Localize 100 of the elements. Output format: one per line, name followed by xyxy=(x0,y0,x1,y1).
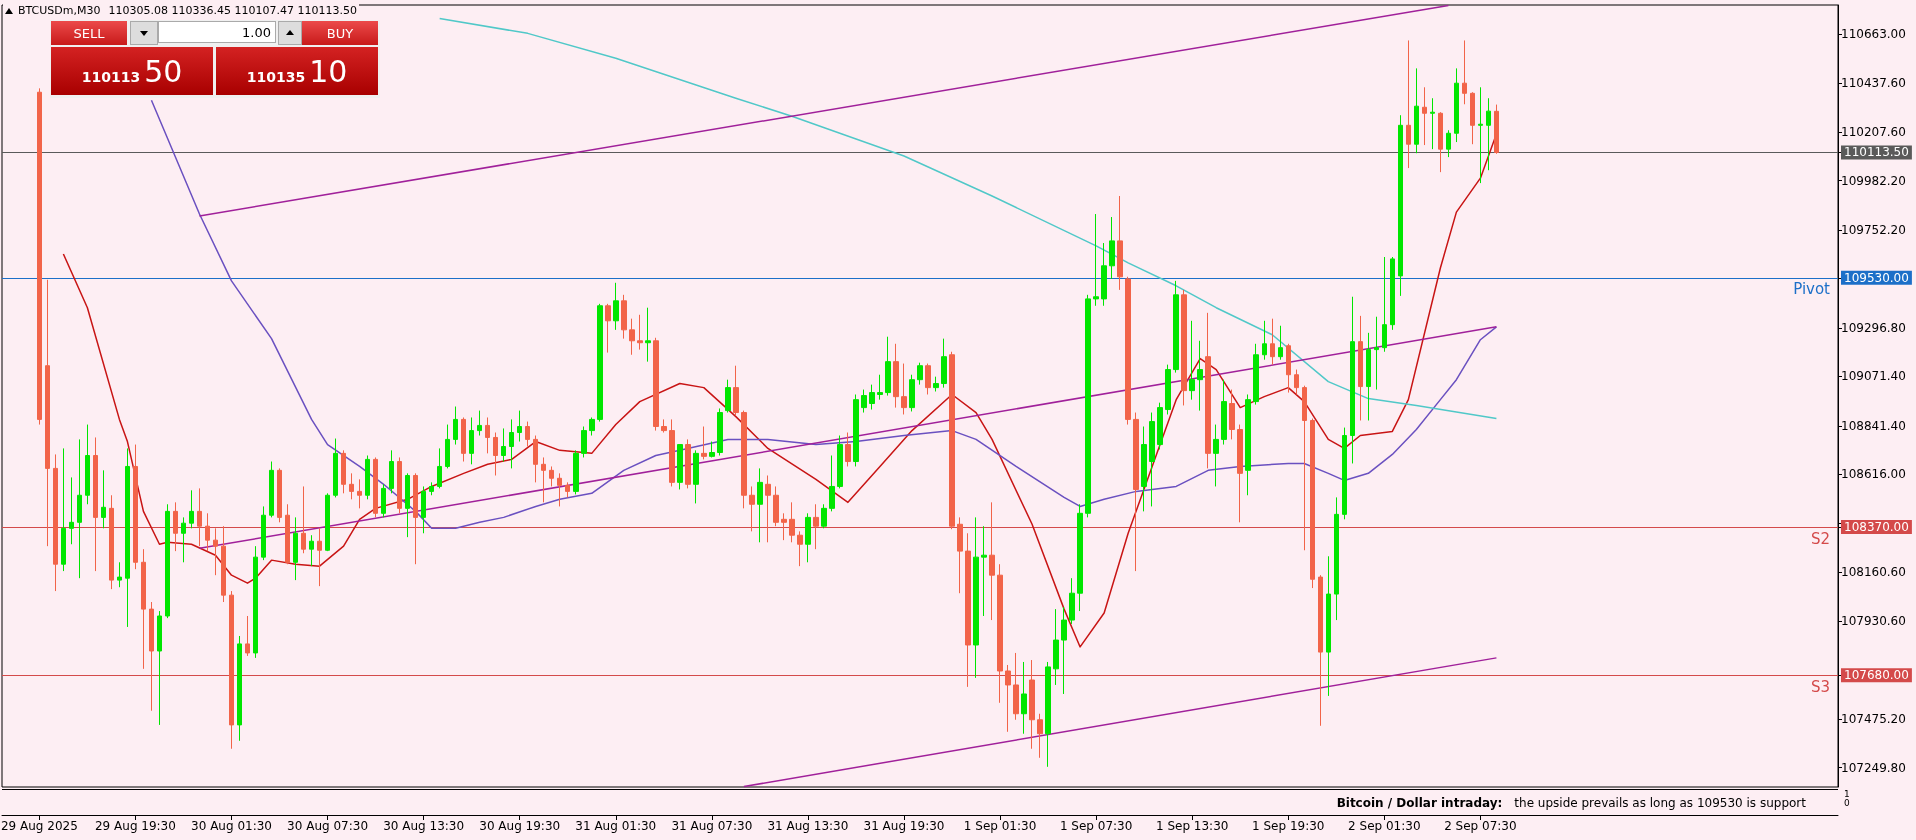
candlestick xyxy=(141,548,146,670)
candlestick xyxy=(925,363,931,395)
candlestick xyxy=(149,601,154,712)
candlestick xyxy=(445,424,450,469)
candlestick xyxy=(821,503,827,529)
candlestick xyxy=(85,424,90,505)
x-tick-label: 30 Aug 13:30 xyxy=(383,819,465,833)
candlestick xyxy=(1398,114,1403,297)
candlestick xyxy=(1350,296,1355,464)
candlestick xyxy=(1462,39,1467,105)
candlestick xyxy=(669,418,675,487)
x-tick-label: 1 Sep 07:30 xyxy=(1059,819,1133,833)
candlestick xyxy=(301,485,306,554)
candlestick xyxy=(341,449,346,494)
annotation: 50 xyxy=(144,53,183,89)
candlestick xyxy=(125,447,130,628)
candlestick xyxy=(453,406,458,446)
y-tick-label: 108616.00 xyxy=(1841,467,1906,482)
candlestick xyxy=(333,438,338,498)
text: Bitcoin / Dollar intraday: xyxy=(1336,796,1503,810)
candlestick xyxy=(557,472,562,507)
candlestick xyxy=(645,307,651,363)
line-series xyxy=(438,17,1498,420)
candlestick xyxy=(213,527,218,576)
candlestick xyxy=(533,435,538,483)
candlestick xyxy=(1069,577,1075,625)
x-tick-label: 30 Aug 07:30 xyxy=(287,819,369,833)
candlestick xyxy=(597,303,603,423)
candlestick xyxy=(53,453,58,592)
x-tick-label: 31 Aug 07:30 xyxy=(671,819,753,833)
candlestick xyxy=(1406,39,1411,169)
candlestick xyxy=(1262,320,1267,361)
candlestick xyxy=(1382,256,1387,353)
y-tick-label: 109296.80 xyxy=(1841,320,1906,335)
candlestick xyxy=(421,485,426,534)
candlestick xyxy=(901,363,907,415)
candlestick xyxy=(909,374,915,412)
candlestick xyxy=(981,525,987,617)
candlestick xyxy=(221,525,226,603)
candlestick xyxy=(349,472,354,500)
candlestick xyxy=(373,456,378,518)
candlestick xyxy=(573,449,579,495)
y-tick-label: 109982.20 xyxy=(1841,173,1906,188)
candlestick xyxy=(413,472,418,565)
candlestick xyxy=(1334,496,1339,621)
candlestick xyxy=(797,530,803,567)
candlestick xyxy=(477,410,482,437)
y-tick-label: 108160.60 xyxy=(1841,565,1906,580)
candlestick xyxy=(69,476,74,545)
candlestick xyxy=(661,418,667,434)
candlestick xyxy=(1189,320,1195,401)
candlestick xyxy=(1213,424,1219,487)
candlestick xyxy=(317,527,322,587)
candlestick xyxy=(757,467,763,543)
candlestick xyxy=(61,447,66,572)
candlestick xyxy=(1117,195,1123,291)
candlestick xyxy=(861,389,867,414)
candlestick xyxy=(877,374,883,401)
candlestick xyxy=(261,505,266,561)
candlestick xyxy=(717,407,723,457)
candlestick xyxy=(389,449,394,494)
candlestick xyxy=(933,376,939,392)
candlestick xyxy=(693,449,699,504)
candlestick xyxy=(157,610,162,726)
y-tick-label: 107475.20 xyxy=(1841,712,1906,727)
candlestick xyxy=(293,516,298,581)
text: 1 xyxy=(1844,789,1850,799)
candlestick xyxy=(37,87,42,426)
candlestick xyxy=(765,474,771,543)
candlestick xyxy=(1478,86,1483,184)
candlestick xyxy=(1278,325,1283,361)
candlestick xyxy=(1342,427,1347,520)
candlestick xyxy=(493,432,498,476)
candlestick xyxy=(1173,280,1179,374)
candlestick xyxy=(253,545,258,659)
annotation: 110305.08 110336.45 110107.47 110113.50 xyxy=(108,4,357,17)
annotation: 10 xyxy=(309,53,348,89)
candlestick xyxy=(1454,67,1459,143)
x-tick-label: 31 Aug 13:30 xyxy=(767,819,849,833)
candlestick xyxy=(773,485,779,527)
y-tick-label: 110663.00 xyxy=(1841,27,1906,42)
candlestick xyxy=(845,432,851,467)
x-tick-label: 2 Sep 07:30 xyxy=(1444,819,1517,833)
candlestick xyxy=(461,416,466,463)
candlestick xyxy=(269,461,274,518)
x-tick-label: 31 Aug 01:30 xyxy=(575,819,657,833)
candlestick xyxy=(517,410,522,443)
y-tick-label: 110207.60 xyxy=(1841,125,1906,140)
x-tick-label: 29 Aug 2025 xyxy=(0,819,78,833)
candlestick xyxy=(1093,213,1099,307)
y-tick-label: 107680.00 xyxy=(1844,668,1909,683)
candlestick xyxy=(1165,364,1171,415)
candlestick xyxy=(741,410,747,509)
candlestick xyxy=(1133,412,1139,572)
candlestick xyxy=(1374,316,1379,391)
candlestick xyxy=(941,338,947,389)
candlestick xyxy=(837,435,843,489)
x-tick-label: 1 Sep 01:30 xyxy=(963,819,1037,833)
ref-line-label: S3 xyxy=(1810,677,1830,696)
candlestick xyxy=(1253,343,1259,406)
